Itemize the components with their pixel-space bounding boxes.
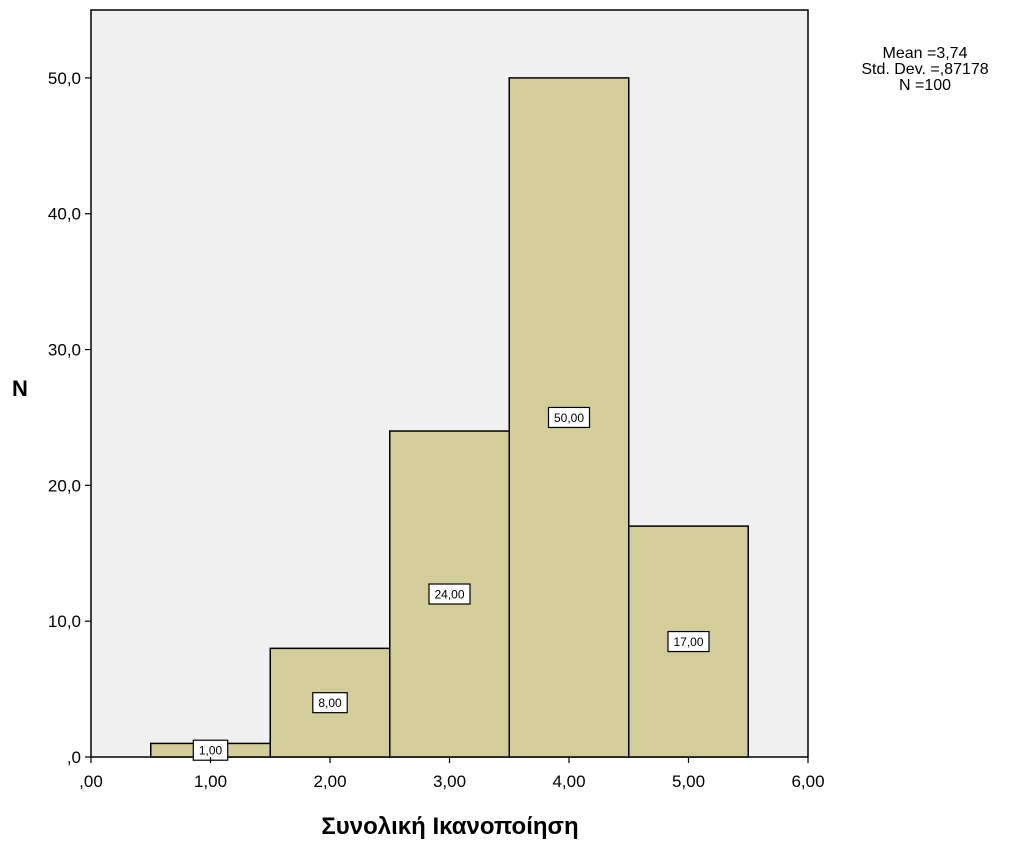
value-label-text: 24,00 bbox=[434, 588, 464, 602]
x-tick-label: 1,00 bbox=[194, 772, 227, 791]
value-label-text: 17,00 bbox=[673, 635, 703, 649]
value-label: 8,00 bbox=[312, 692, 348, 714]
x-axis: ,00 1,00 2,00 3,00 4,00 5,00 6,00 bbox=[79, 757, 825, 791]
y-tick-label: 50,0 bbox=[48, 69, 81, 88]
y-axis: ,0 10,0 20,0 30,0 40,0 50,0 bbox=[48, 69, 91, 767]
value-label: 50,00 bbox=[547, 406, 591, 429]
std-dev-stat: Std. Dev. =,87178 bbox=[861, 61, 989, 78]
y-tick-label: ,0 bbox=[67, 748, 81, 767]
value-labels-group: 1,00 8,00 24,00 50,00 17,00 bbox=[192, 406, 710, 761]
x-tick-label: 2,00 bbox=[313, 772, 346, 791]
value-label-text: 1,00 bbox=[199, 744, 223, 758]
x-tick-label: 6,00 bbox=[791, 772, 824, 791]
x-axis-title: Συνολική Ικανοποίηση bbox=[321, 813, 578, 840]
y-axis-title: N bbox=[12, 376, 28, 401]
value-label: 1,00 bbox=[192, 739, 229, 761]
y-tick-label: 10,0 bbox=[48, 612, 81, 631]
n-stat: N =100 bbox=[898, 77, 952, 94]
value-label-box bbox=[547, 406, 591, 429]
mean-stat: Mean =3,74 bbox=[882, 45, 968, 62]
value-label-text: 50,00 bbox=[554, 411, 584, 425]
value-label-box bbox=[312, 692, 348, 714]
value-label: 24,00 bbox=[428, 583, 471, 605]
y-tick-label: 20,0 bbox=[48, 476, 81, 495]
x-tick-label: ,00 bbox=[79, 772, 103, 791]
value-label-box bbox=[428, 583, 471, 605]
x-tick-label: 4,00 bbox=[552, 772, 585, 791]
y-tick-label: 30,0 bbox=[48, 341, 81, 360]
x-tick-label: 5,00 bbox=[672, 772, 705, 791]
value-label: 17,00 bbox=[667, 630, 710, 653]
value-label-box bbox=[667, 630, 710, 653]
value-label-text: 8,00 bbox=[318, 696, 342, 710]
summary-statistics: Mean =3,74 Std. Dev. =,87178 N =100 bbox=[850, 46, 1000, 94]
x-tick-label: 3,00 bbox=[433, 772, 466, 791]
y-tick-label: 40,0 bbox=[48, 205, 81, 224]
